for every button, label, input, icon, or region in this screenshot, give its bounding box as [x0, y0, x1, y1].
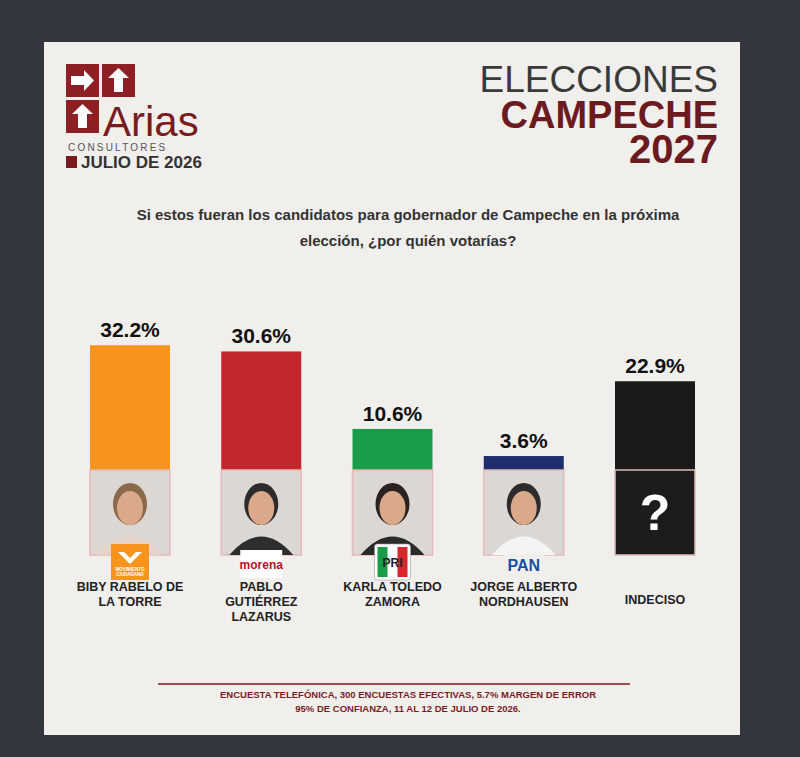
party-logo: PAN [504, 554, 544, 576]
party-badge [375, 544, 411, 580]
text-line: ZAMORA [365, 595, 420, 609]
party-badge [504, 554, 544, 576]
category-label: INDECISO [625, 593, 686, 607]
logo-square [102, 64, 135, 97]
text-line: elección, ¿por quién votarías? [300, 232, 517, 249]
text-line: LA TORRE [98, 595, 161, 609]
party-name: MOVIMIENTOCIUDADANO [116, 567, 145, 577]
silhouette-hair [507, 483, 541, 525]
photo-frame [353, 470, 433, 555]
category-label: JORGE ALBERTONORDHAUSEN [470, 580, 577, 609]
bar [615, 381, 695, 470]
logo: AriasCONSULTORESJULIO DE 2026 [66, 64, 202, 172]
category-label: KARLA TOLEDOZAMORA [343, 580, 442, 609]
photo-frame [90, 470, 170, 555]
data-label: 30.6% [231, 324, 291, 347]
silhouette-face [117, 491, 143, 525]
data-label: 10.6% [363, 402, 423, 425]
chart-title: Si estos fueran los candidatos para gobe… [137, 206, 680, 249]
date: JULIO DE 2026 [81, 153, 202, 172]
text-line: KARLA TOLEDO [343, 580, 442, 594]
silhouette-hair [244, 483, 278, 525]
text-line: PABLO [240, 580, 283, 594]
party-logo: PRI [375, 544, 411, 580]
photo-frame [221, 470, 301, 555]
silhouette-face [511, 491, 537, 525]
party-name: PAN [507, 557, 540, 574]
footer-note: 95% DE CONFIANZA, 11 AL 12 DE JULIO DE 2… [295, 703, 520, 714]
brand-sub: CONSULTORES [68, 142, 167, 153]
silhouette-face [380, 491, 406, 525]
logo-square [66, 100, 99, 133]
undecided-icon: ? [640, 485, 671, 541]
labels: 32.2%MOVIMIENTOCIUDADANOBIBY RABELO DELA… [77, 318, 695, 624]
logo-arrow [72, 104, 93, 128]
photo-frame [484, 470, 564, 555]
party-name: PRI [382, 556, 402, 570]
panel-background [44, 42, 740, 735]
photo: ? [615, 470, 695, 555]
heading: 2027 [629, 127, 718, 171]
data-label: 22.9% [625, 354, 685, 377]
data-label: 3.6% [500, 429, 548, 452]
text-line: LAZARUS [231, 610, 291, 624]
date-square [66, 156, 77, 168]
party-icon [118, 552, 142, 564]
party-logo: morena [240, 550, 284, 578]
logo-arrow [71, 70, 94, 91]
text-line: Si estos fueran los candidatos para gobe… [137, 206, 680, 223]
text-line: CIUDADANO [116, 572, 144, 577]
photo [90, 470, 170, 555]
silhouette-face [248, 491, 274, 525]
bars [90, 345, 695, 470]
page: AriasCONSULTORESJULIO DE 2026ELECCIONESC… [0, 0, 800, 757]
category-label: BIBY RABELO DELA TORRE [77, 580, 184, 609]
brand: Arias [103, 98, 199, 145]
text-line: JORGE ALBERTO [470, 580, 577, 594]
text-line: INDECISO [625, 593, 686, 607]
bar [353, 429, 433, 470]
logo-arrow [108, 68, 129, 92]
logo-square [66, 64, 99, 97]
text-line: GUTIÉRREZ [225, 594, 298, 609]
bar [484, 456, 564, 470]
bar [221, 351, 301, 470]
party-badge [240, 550, 282, 578]
undecided-box [615, 470, 695, 555]
bar [90, 345, 170, 470]
silhouette-body [492, 537, 556, 556]
party-badge [111, 544, 149, 580]
photo [221, 470, 301, 555]
silhouette-hair [376, 483, 410, 525]
footer-rule [158, 683, 630, 685]
data-label: 32.2% [100, 318, 160, 341]
category-label: PABLOGUTIÉRREZLAZARUS [225, 580, 298, 624]
text-line: BIBY RABELO DE [77, 580, 184, 594]
photo [484, 470, 564, 555]
footer-note: ENCUESTA TELEFÓNICA, 300 ENCUESTAS EFECT… [220, 689, 596, 700]
party-logo: MOVIMIENTOCIUDADANO [111, 544, 149, 580]
silhouette-hair [113, 483, 147, 525]
outer-background [0, 0, 800, 757]
party-name: morena [240, 558, 284, 572]
photo [353, 470, 433, 555]
text-line: NORDHAUSEN [479, 595, 569, 609]
